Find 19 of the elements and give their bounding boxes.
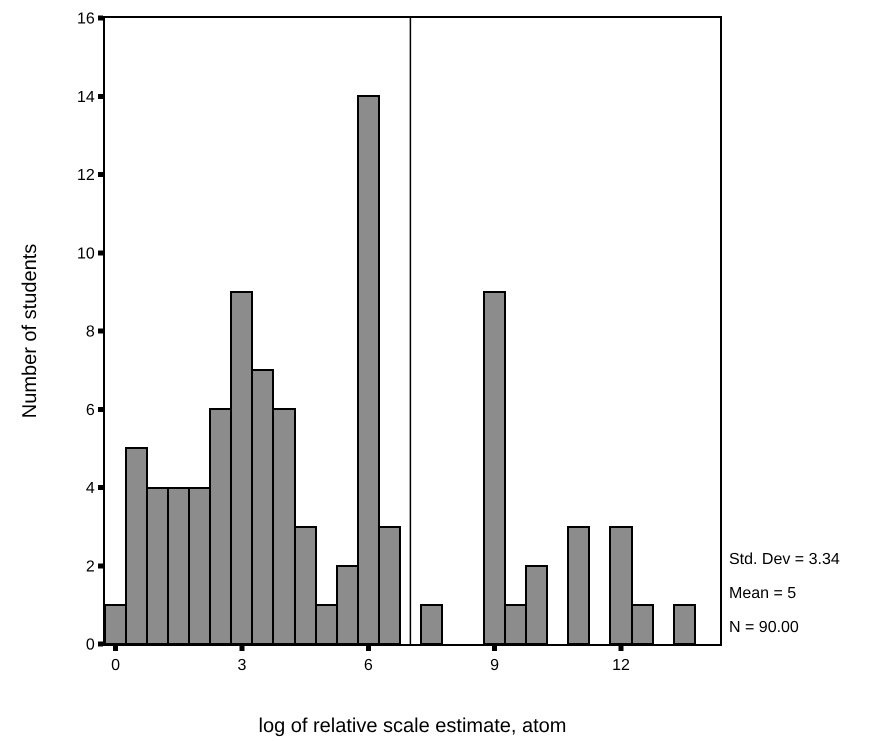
x-tick-label: 3 [237,657,246,674]
y-axis-title: Number of students [19,244,42,418]
x-axis-title: log of relative scale estimate, atom [258,715,566,738]
y-tick-label: 4 [86,480,95,498]
y-tick-label: 14 [77,88,95,106]
y-tick-label: 0 [86,636,95,654]
y-tick-label: 10 [77,245,95,262]
x-tick-label: 9 [490,657,500,674]
y-tick-label: 6 [86,402,95,419]
y-tick-label: 12 [77,167,95,184]
x-tick-label: 6 [364,657,373,674]
text: Mean = 5 [729,585,796,602]
x-tick-label: 0 [111,657,120,674]
x-tick-label: 12 [612,657,630,674]
y-tick-label: 16 [77,10,95,28]
text: N = 90.00 [729,619,799,636]
y-tick-label: 8 [86,324,95,341]
y-tick-label: 2 [86,558,95,576]
text: Std. Dev = 3.34 [729,551,840,568]
